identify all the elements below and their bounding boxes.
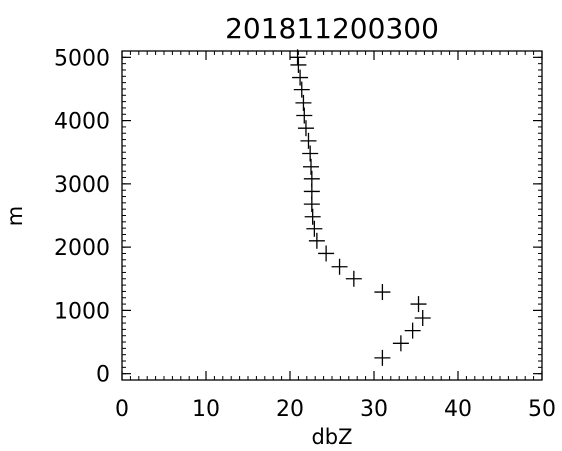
x-tick-label: 20 (276, 397, 304, 422)
major-ticks (121, 51, 543, 380)
data-point (293, 81, 310, 98)
data-point (374, 284, 391, 301)
data-points (289, 49, 431, 366)
data-point (297, 120, 314, 137)
data-point (292, 69, 309, 86)
data-point (303, 158, 319, 175)
data-point (304, 208, 321, 225)
x-tick-label: 10 (192, 397, 220, 422)
x-tick-label: 40 (444, 397, 472, 422)
y-tick-label: 5000 (54, 46, 110, 71)
data-point (306, 220, 323, 237)
x-tick-label: 50 (528, 397, 556, 422)
data-point (392, 335, 409, 352)
x-axis-label: dbZ (311, 425, 352, 449)
data-point (318, 245, 335, 262)
data-point (308, 232, 325, 249)
y-tick-label: 2000 (54, 236, 110, 261)
x-tick-label: 0 (115, 397, 129, 422)
y-axis-label: m (3, 206, 27, 226)
x-tick-label: 30 (360, 397, 388, 422)
data-point (404, 322, 421, 339)
plot-frame (121, 50, 543, 381)
y-tick-label: 4000 (54, 110, 110, 135)
y-tick-label: 1000 (54, 299, 110, 324)
x-tick-labels: 0 10 20 30 40 50 (115, 397, 556, 422)
data-point (374, 349, 391, 366)
y-tick-label: 3000 (54, 173, 110, 198)
data-point (303, 170, 320, 187)
data-point (300, 132, 317, 149)
data-point (414, 309, 431, 326)
y-tick-labels: 0 1000 2000 3000 4000 5000 (54, 46, 110, 387)
minor-ticks (121, 51, 543, 380)
data-point (296, 107, 313, 124)
data-point (289, 49, 306, 66)
chart-title: 201811200300 (225, 12, 439, 45)
data-point (331, 258, 348, 275)
data-point (302, 145, 319, 162)
y-tick-label: 0 (96, 363, 110, 388)
data-point (410, 296, 427, 313)
data-point (295, 94, 312, 111)
data-point (290, 56, 307, 73)
data-point (345, 270, 362, 287)
